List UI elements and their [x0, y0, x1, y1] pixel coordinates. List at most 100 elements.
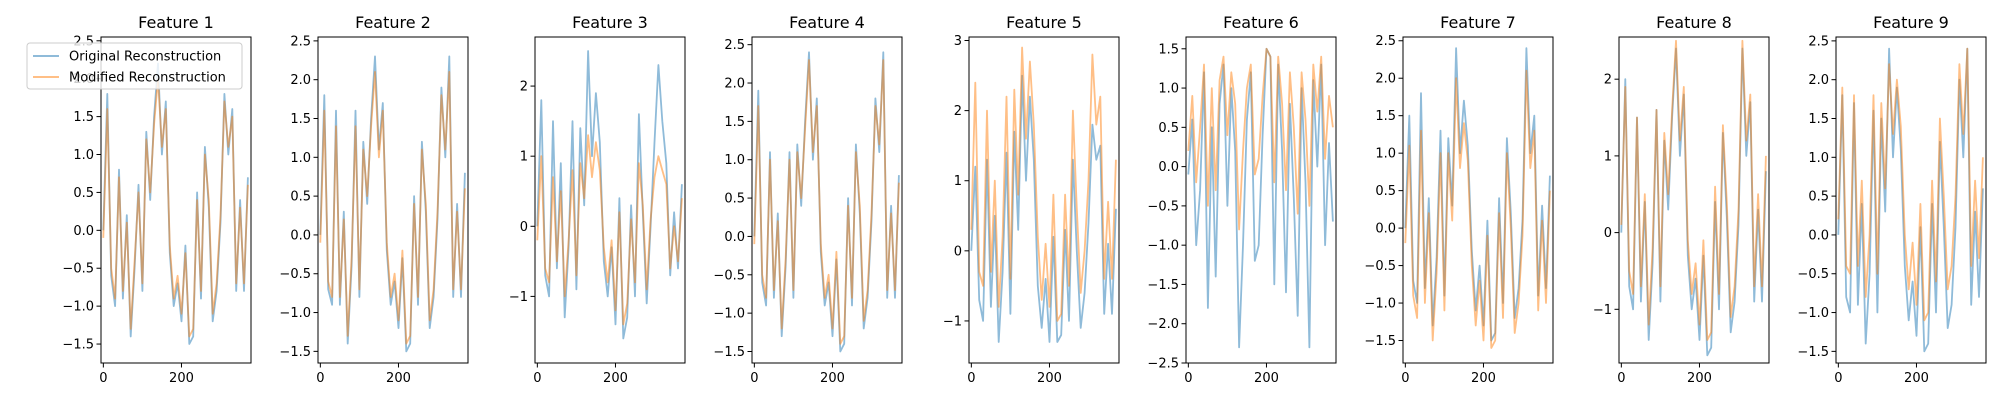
- x-tick-label: 0: [1617, 371, 1625, 386]
- y-tick-label: 0: [954, 244, 962, 259]
- y-tick-label: 0: [1604, 226, 1612, 241]
- y-tick-label: 2.5: [290, 34, 311, 49]
- y-tick-label: −1: [943, 314, 962, 329]
- y-tick-label: −0.5: [279, 267, 311, 282]
- panel-title: Feature 4: [789, 13, 865, 32]
- x-tick-label: 0: [1834, 371, 1842, 386]
- axes-frame: [534, 36, 686, 364]
- x-tick-label: 200: [1471, 371, 1496, 386]
- y-tick-label: 1.5: [724, 115, 745, 130]
- y-tick-label: −1.5: [713, 345, 745, 360]
- axes-frame: [968, 36, 1120, 364]
- x-tick-label: 0: [99, 371, 107, 386]
- panel-title: Feature 2: [355, 13, 431, 32]
- y-tick-label: −1.0: [279, 306, 311, 321]
- y-tick-label: 1: [520, 150, 528, 165]
- panel-feature-5: Feature 5 −1 0 1 2 3 0 200: [943, 13, 1120, 386]
- y-tick-label: 1.5: [290, 112, 311, 127]
- series-line-original: [536, 50, 683, 340]
- y-tick-label: −2.5: [1147, 357, 1179, 372]
- y-tick-label: 3: [954, 34, 962, 49]
- y-tick-label: 0: [520, 220, 528, 235]
- series-line-modified: [536, 134, 683, 326]
- series-line-modified: [1620, 39, 1767, 341]
- y-tick-label: −1.0: [62, 300, 94, 315]
- y-tick-label: 0.0: [724, 230, 745, 245]
- y-tick-label: 1.5: [73, 110, 94, 125]
- x-tick-label: 0: [1401, 371, 1409, 386]
- axes-frame: [1402, 36, 1554, 364]
- x-tick-label: 0: [750, 371, 758, 386]
- y-tick-label: −0.5: [1797, 267, 1829, 282]
- y-tick-label: −1.0: [1797, 306, 1829, 321]
- y-tick-label: 1.0: [1158, 82, 1179, 97]
- y-tick-label: 2: [1604, 73, 1612, 88]
- y-tick-label: 2.5: [1808, 34, 1829, 49]
- panels-layer: Feature 1 −1.5 −1.0 −0.5 0.0 0.5 1.0 1.5 2.0 2.5 0…: [62, 13, 1987, 386]
- y-tick-label: 0.5: [1158, 121, 1179, 136]
- series-line-original: [970, 74, 1117, 343]
- y-tick-label: −1.5: [1797, 345, 1829, 360]
- legend-label-modified: Modified Reconstruction: [69, 71, 226, 86]
- y-tick-label: −0.5: [713, 268, 745, 283]
- y-tick-label: 0.5: [290, 190, 311, 205]
- y-tick-label: −1.5: [1147, 278, 1179, 293]
- y-tick-label: 2.0: [724, 77, 745, 92]
- x-tick-label: 0: [967, 371, 975, 386]
- axes-frame: [100, 36, 252, 364]
- legend: Original Reconstruction Modified Reconstr…: [26, 42, 243, 90]
- panel-title: Feature 8: [1656, 13, 1732, 32]
- axes-frame: [1185, 36, 1337, 364]
- y-tick-label: 2.0: [290, 73, 311, 88]
- x-tick-label: 200: [1037, 371, 1062, 386]
- y-tick-label: −1.0: [713, 307, 745, 322]
- y-tick-label: 2.5: [724, 38, 745, 53]
- panel-feature-7: Feature 7 −1.5 −1.0 −0.5 0.0 0.5 1.0 1.5 2.0 2.5 0…: [1364, 13, 1554, 386]
- y-tick-label: 0.0: [290, 228, 311, 243]
- y-tick-label: −1: [509, 290, 528, 305]
- x-tick-label: 0: [533, 371, 541, 386]
- x-tick-label: 0: [1184, 371, 1192, 386]
- y-tick-label: 0.0: [1375, 222, 1396, 237]
- x-tick-label: 200: [1687, 371, 1712, 386]
- legend-label-original: Original Reconstruction: [69, 50, 221, 65]
- panel-feature-8: Feature 8 −1 0 1 2 0 200: [1593, 13, 1770, 386]
- y-tick-label: 1.0: [724, 153, 745, 168]
- y-tick-label: 2.5: [1375, 34, 1396, 49]
- y-tick-label: 0.0: [73, 224, 94, 239]
- x-tick-label: 200: [169, 371, 194, 386]
- y-tick-label: 1.5: [1808, 112, 1829, 127]
- series-line-modified: [970, 46, 1117, 322]
- y-tick-label: 0.5: [1375, 184, 1396, 199]
- x-tick-label: 200: [1904, 371, 1929, 386]
- panel-title: Feature 3: [572, 13, 648, 32]
- legend-box: [26, 42, 243, 90]
- y-tick-label: −0.5: [62, 262, 94, 277]
- axes-frame: [1835, 36, 1987, 364]
- y-tick-label: −0.5: [1147, 199, 1179, 214]
- series-line-modified: [1404, 69, 1551, 349]
- x-tick-label: 200: [603, 371, 628, 386]
- y-tick-label: −1.5: [1364, 334, 1396, 349]
- axes-frame: [317, 36, 469, 364]
- series-line-modified: [1837, 47, 1984, 322]
- y-tick-label: 1.5: [1158, 42, 1179, 57]
- panel-title: Feature 5: [1006, 13, 1082, 32]
- y-tick-label: 2: [520, 80, 528, 95]
- panel-title: Feature 1: [138, 13, 214, 32]
- y-tick-label: 0.5: [1808, 190, 1829, 205]
- y-tick-label: 0.0: [1158, 160, 1179, 175]
- y-tick-label: −0.5: [1364, 259, 1396, 274]
- y-tick-label: −2.0: [1147, 317, 1179, 332]
- series-line-modified: [319, 71, 466, 345]
- y-tick-label: 2.0: [1808, 73, 1829, 88]
- y-tick-label: 2: [954, 104, 962, 119]
- y-tick-label: 1: [954, 174, 962, 189]
- series-line-original: [1187, 47, 1334, 349]
- y-tick-label: 1.0: [73, 148, 94, 163]
- y-tick-label: −1.5: [62, 338, 94, 353]
- panel-feature-6: Feature 6 −2.5 −2.0 −1.5 −1.0 −0.5 0.0 0.5 1.0 1.…: [1147, 13, 1337, 386]
- y-tick-label: 0.5: [73, 186, 94, 201]
- x-tick-label: 200: [1254, 371, 1279, 386]
